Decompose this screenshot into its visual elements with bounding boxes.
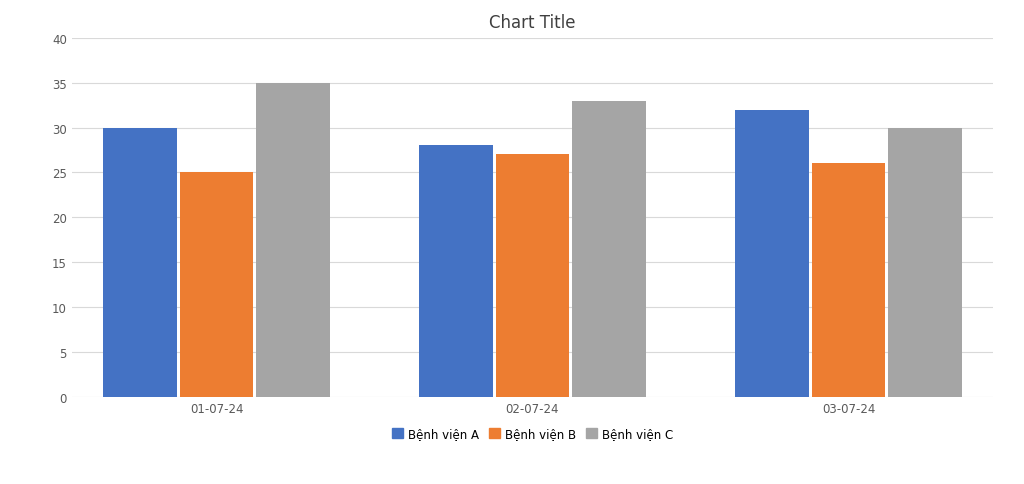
Bar	[888, 128, 962, 397]
Legend: Bệnh viện A, Bệnh viện B, Bệnh viện C: Bệnh viện A, Bệnh viện B, Bệnh viện C	[387, 423, 678, 445]
Bar	[179, 173, 253, 397]
Bar	[256, 83, 330, 397]
Bar	[812, 164, 886, 397]
Bar	[419, 146, 493, 397]
Bar	[572, 101, 646, 397]
Bar	[496, 155, 569, 397]
Title: Chart Title: Chart Title	[489, 14, 575, 31]
Bar	[735, 110, 809, 397]
Bar	[103, 128, 177, 397]
